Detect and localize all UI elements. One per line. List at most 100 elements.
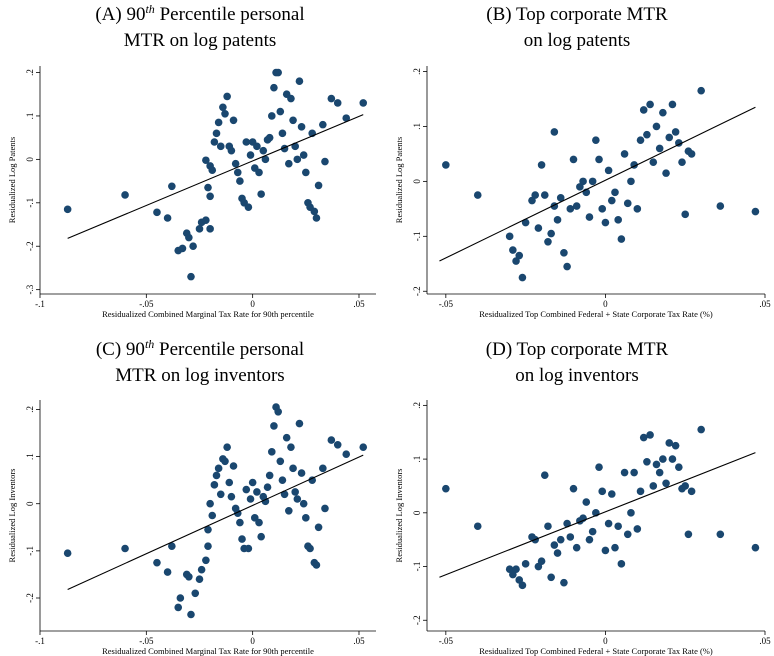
scatter-point [63, 205, 72, 214]
scatter-point [308, 476, 317, 484]
y-tick-label: .2 [25, 69, 35, 76]
scatter-point [617, 235, 626, 243]
scatter-point [242, 485, 251, 494]
scatter-point [473, 522, 482, 531]
x-tick-label: -.1 [35, 299, 45, 309]
scatter-point [255, 168, 263, 177]
scatter-point [231, 159, 240, 168]
x-tick-label: .05 [353, 299, 365, 309]
scatter-point [233, 168, 242, 177]
scatter-point [671, 128, 680, 136]
scatter-point [210, 138, 219, 146]
fit-line [67, 454, 364, 591]
scatter-point [187, 272, 195, 281]
scatter-point [572, 202, 581, 210]
x-tick-label: -.05 [439, 299, 454, 309]
title-text: (C) 90 [96, 339, 145, 360]
scatter-point [274, 407, 282, 416]
scatter-point [521, 560, 530, 568]
scatter-point [253, 142, 261, 151]
scatter-point [509, 246, 517, 254]
scatter-point [537, 557, 546, 565]
y-tick-label: -.3 [25, 284, 35, 294]
scatter-point [515, 251, 524, 260]
y-axis-label: Residualized Log Patents [7, 137, 17, 223]
scatter-point [163, 568, 172, 576]
scatter-point [342, 450, 351, 459]
scatter-point [302, 168, 310, 177]
title-text: (B) Top corporate MTR [486, 4, 668, 25]
scatter-point [195, 225, 204, 233]
scatter-point [556, 194, 565, 202]
scatter-point [623, 199, 632, 208]
x-tick-label: .05 [759, 636, 771, 646]
scatter-point [229, 116, 238, 125]
scatter-point [278, 129, 287, 138]
scatter-point [553, 549, 562, 557]
scatter-point [297, 123, 306, 131]
scatter-point [576, 183, 584, 191]
title-text: (A) 90 [95, 4, 145, 25]
y-tick-label: -.2 [412, 286, 422, 296]
scatter-point [197, 565, 206, 574]
y-tick-label: -.2 [25, 593, 35, 603]
scatter-point [359, 99, 368, 107]
scatter-point [216, 490, 225, 499]
scatter-point [662, 169, 670, 177]
scatter-point [681, 482, 690, 490]
x-tick-label: 0 [603, 299, 608, 309]
y-tick-label: .2 [412, 402, 422, 409]
scatter-point [267, 448, 276, 456]
scatter-point [297, 469, 306, 477]
scatter-point [668, 455, 677, 463]
scatter-point [248, 478, 257, 487]
y-tick-label: .1 [412, 456, 422, 463]
x-axis-label: Residualized Top Combined Federal + Stat… [479, 309, 713, 319]
x-tick-label: -.05 [439, 636, 454, 646]
scatter-point [512, 565, 520, 574]
scatter-point [582, 498, 591, 506]
scatter-point [569, 484, 578, 493]
scatter-point [639, 433, 648, 442]
panel-title: MTR on log patents [124, 30, 277, 51]
scatter-point [604, 519, 613, 528]
scatter-point [607, 196, 616, 205]
scatter-point [611, 543, 619, 552]
scatter-point [601, 218, 610, 227]
scatter-point [174, 603, 183, 612]
scatter-point [665, 133, 674, 142]
title-text: Percentile personal [155, 4, 305, 25]
scatter-point [204, 525, 212, 534]
scatter-point [265, 133, 274, 142]
scatter-point [687, 150, 696, 158]
scatter-point [287, 94, 295, 103]
y-tick-label: .1 [412, 123, 422, 130]
scatter-point [553, 216, 562, 224]
scatter-point [592, 136, 600, 144]
title-text: (D) Top corporate MTR [486, 339, 669, 360]
y-axis-label: Residualized Log Inventors [7, 469, 17, 563]
scatter-point [652, 460, 661, 469]
scatter-point [598, 205, 607, 213]
scatter-point [668, 100, 677, 109]
scatter-point [751, 207, 760, 216]
x-axis-label: Residualized Top Combined Federal + Stat… [479, 646, 713, 656]
scatter-point [649, 482, 658, 490]
scatter-point [282, 433, 291, 442]
title-text: Percentile personal [154, 339, 304, 360]
scatter-point [614, 216, 622, 224]
scatter-point [168, 542, 176, 550]
scatter-point [236, 518, 244, 527]
x-tick-label: 0 [603, 636, 608, 646]
title-text: MTR on log inventors [115, 365, 284, 386]
x-tick-label: 0 [250, 299, 255, 309]
scatter-point [655, 144, 664, 153]
scatter-point [620, 468, 629, 477]
scatter-point [604, 166, 613, 175]
scatter-point [236, 177, 244, 185]
scatter-point [285, 506, 293, 515]
scatter-point [687, 487, 696, 496]
y-tick-label: 0 [25, 501, 35, 506]
scatter-point [216, 142, 225, 151]
scatter-point [219, 103, 227, 112]
